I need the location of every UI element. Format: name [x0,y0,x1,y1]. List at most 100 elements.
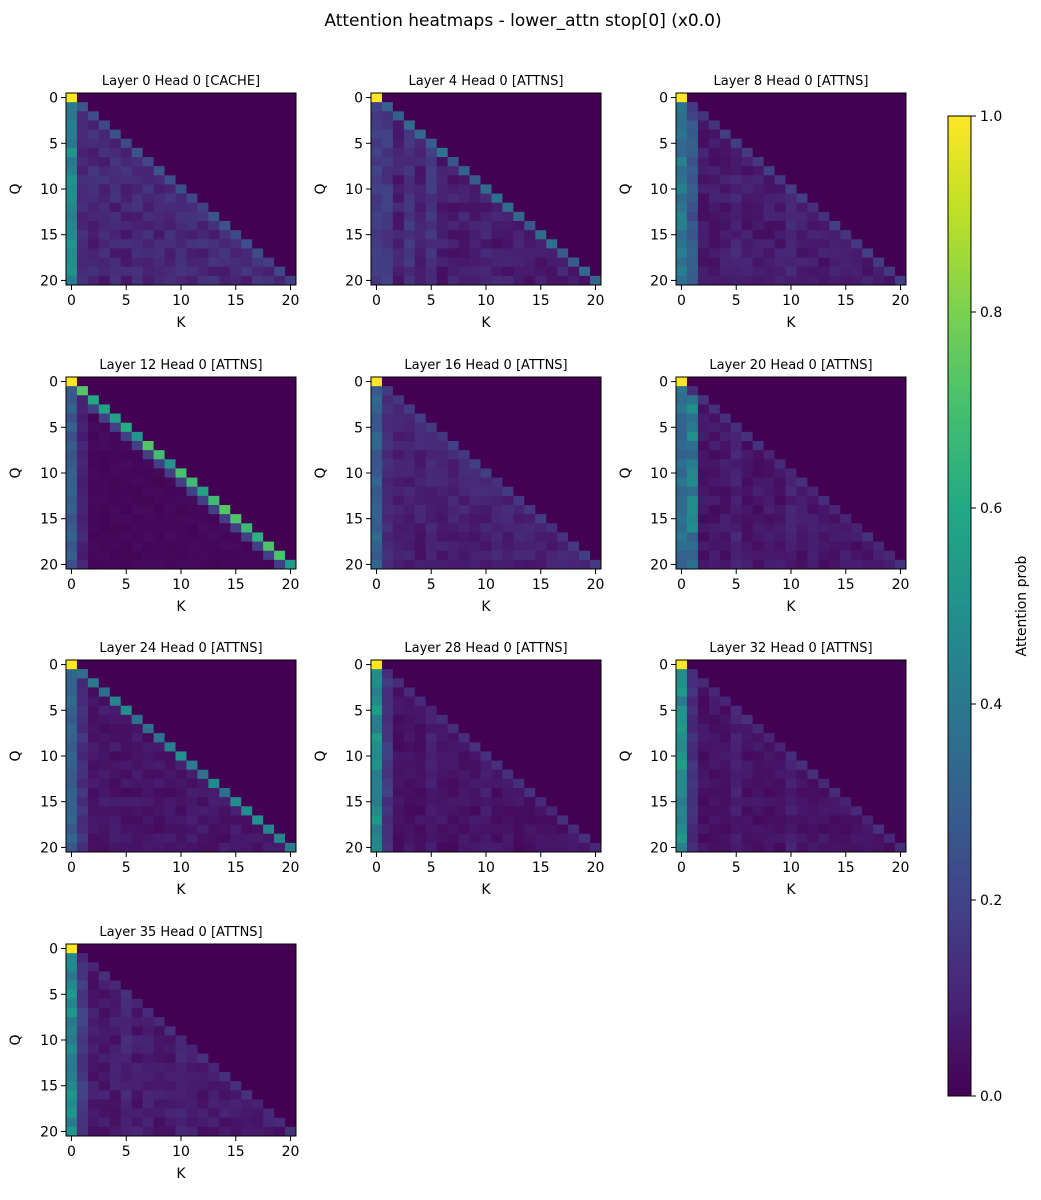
heatmap-cell [763,221,776,231]
heatmap-cell [425,202,438,213]
heatmap-cell [686,193,699,204]
heatmap-cell [175,678,187,688]
heatmap-cell [895,769,907,780]
heatmap-cell [884,129,896,140]
heatmap-cell [535,724,547,734]
heatmap-cell [219,1072,231,1082]
heatmap-cell [131,953,144,963]
heatmap-cell [131,266,144,277]
heatmap-cell [425,221,438,231]
heatmap-cell [66,687,78,698]
heatmap-cell [274,459,286,469]
heatmap-cell [862,514,874,524]
heatmap-cell [76,989,89,1000]
heatmap-cell [285,395,297,405]
panel-title: Layer 0 Head 0 [CACHE] [102,74,260,89]
heatmap-cell [491,395,503,405]
x-tick-label: 5 [732,577,741,593]
heatmap-cell [807,760,819,771]
heatmap-cell [590,842,602,853]
heatmap-cell [686,468,699,479]
heatmap-cell [752,778,765,789]
heatmap-cell [175,953,187,963]
heatmap-cell [208,1117,220,1128]
heatmap-cell [708,377,721,387]
heatmap-cell [546,687,558,698]
heatmap-cell [186,459,198,469]
heatmap-cell [862,806,874,816]
heatmap-cell [557,797,569,807]
heatmap-cell [458,413,471,424]
heatmap-cell [818,248,830,259]
heatmap-cell [263,1072,275,1082]
heatmap-cell [164,669,177,679]
heatmap-cell [208,157,220,167]
heatmap-cell [676,769,688,780]
heatmap-cell [884,541,896,552]
heatmap-cell [458,129,471,140]
heatmap-cell [524,138,536,149]
heatmap-cell [66,678,78,688]
heatmap-cell [895,221,907,231]
heatmap-cell [142,788,155,798]
heatmap-cell [741,833,754,844]
heatmap-cell [895,413,907,424]
heatmap-cell [752,404,765,415]
heatmap-cell [719,175,732,185]
heatmap-cell [590,742,602,752]
heatmap-cell [697,93,710,103]
heatmap-cell [414,751,427,762]
heatmap-cell [785,523,797,533]
heatmap-cell [557,129,569,140]
heatmap-cell [491,788,503,798]
heatmap-cell [546,422,558,433]
heatmap-cell [741,486,754,497]
heatmap-cell [76,824,89,835]
heatmap-cell [371,559,383,570]
heatmap-cell [741,696,754,707]
heatmap-cell [557,138,569,149]
heatmap-cell [109,806,122,816]
heatmap-cell [851,157,863,167]
heatmap-cell [491,678,503,688]
heatmap-cell [708,742,721,752]
heatmap-cell [829,129,841,140]
heatmap-cell [436,824,449,835]
x-tick-label: 20 [587,577,605,593]
heatmap-cell [392,669,405,679]
colorbar-label: Attention prob [1014,555,1030,656]
heatmap-cell [535,413,547,424]
heatmap-cell [98,559,111,570]
heatmap-cell [208,962,220,972]
heatmap-cell [414,541,427,552]
heatmap-cell [568,404,580,415]
heatmap-cell [208,751,220,762]
heatmap-cell [164,275,177,286]
heatmap-cell [884,459,896,469]
heatmap-cell [164,550,177,561]
heatmap-cell [851,751,863,762]
heatmap-cell [818,714,830,725]
heatmap-cell [862,788,874,798]
heatmap-cell [447,211,460,222]
heatmap-cell [153,769,166,780]
heatmap-cell [741,450,754,460]
heatmap-cell [752,477,765,488]
heatmap-cell [774,431,787,442]
heatmap-cell [676,833,688,844]
heatmap-cell [175,797,187,807]
heatmap-cell [763,797,776,807]
heatmap-cell [513,211,525,222]
heatmap-cell [197,1044,209,1055]
heatmap-cell [381,138,394,149]
heatmap-cell [458,824,471,835]
heatmap-cell [719,824,732,835]
heatmap-cell [371,413,383,424]
heatmap-cell [480,550,492,561]
heatmap-cell [851,824,863,835]
heatmap-cell [381,211,394,222]
heatmap-cell [458,266,471,277]
heatmap-cell [851,760,863,771]
heatmap-cell [403,678,416,688]
heatmap-cell [197,157,209,167]
